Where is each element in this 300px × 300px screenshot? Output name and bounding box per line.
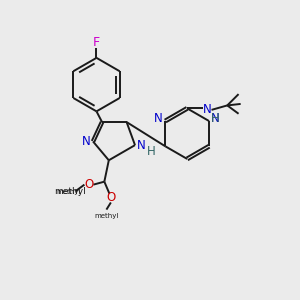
Text: O: O [84,178,94,191]
Text: N: N [211,112,220,125]
Text: methyl: methyl [56,189,81,195]
Text: F: F [93,36,100,49]
Text: N: N [203,103,212,116]
Text: N: N [137,139,146,152]
Text: H: H [211,112,220,125]
Text: H: H [147,145,156,158]
Text: methyl: methyl [54,187,85,196]
Text: methyl: methyl [94,213,118,219]
Text: O: O [106,190,116,204]
Text: N: N [82,135,91,148]
Text: N: N [154,112,163,125]
